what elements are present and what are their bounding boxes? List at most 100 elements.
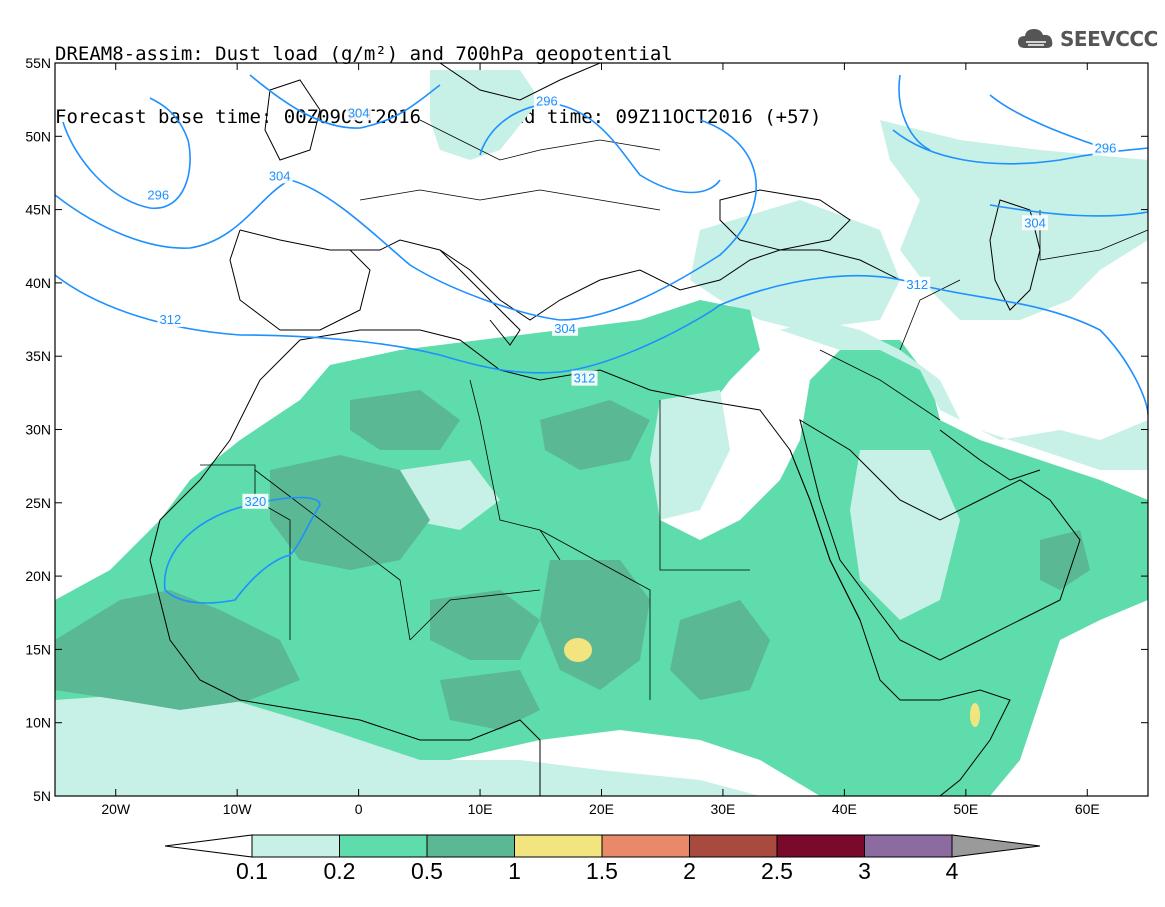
lat-tick-label: 25N: [25, 495, 51, 511]
border-mideast-2: [899, 279, 961, 351]
contour-label-bg: [552, 320, 579, 336]
contour-label: 304: [269, 168, 291, 183]
logo-text: SEEVCCC: [1060, 27, 1158, 51]
lon-tick-label: 20W: [101, 801, 131, 817]
dust-region-dark-6: [430, 590, 540, 660]
lon-tick-label: 60E: [1075, 801, 1100, 817]
lon-tick-label: 0: [355, 801, 363, 817]
dust-region-dark-8: [440, 670, 540, 730]
contour-label-bg: [266, 168, 293, 184]
contour-296-east-north: [989, 94, 1111, 151]
coastline-africa-north: [149, 329, 1011, 796]
lon-tick-label: 50E: [953, 801, 978, 817]
contour-label-bg: [1092, 140, 1119, 156]
dust-region-light-med: [690, 200, 900, 330]
coastline-africa-west: [149, 559, 541, 796]
contour-label-bg: [145, 187, 172, 203]
axis-ticks: 55N 50N 45N 40N 35N 30N 25N 20N 15N 10N 5N 20W 10W 0 1…: [25, 55, 1148, 817]
contour-304-east: [989, 204, 1148, 217]
colorbar-label: 0.2: [324, 858, 356, 884]
lat-tick-label: 30N: [25, 422, 51, 438]
coastline-red-sea: [789, 449, 861, 621]
contour-label: 304: [554, 321, 576, 336]
dust-region-light-patch-3: [850, 450, 960, 620]
dust-region-light-patch-2: [650, 390, 730, 520]
geopotential-contours: [55, 74, 1148, 604]
colorbar-segment: [514, 834, 603, 858]
border-mideast-1: [819, 349, 941, 421]
dust-region-light-east: [780, 320, 1148, 470]
dust-region-dark-9: [1040, 530, 1090, 590]
coastline-britain: [264, 79, 321, 161]
contour-label-bg: [571, 370, 598, 386]
colorbar-segment: [426, 834, 515, 858]
lon-tick-label: 20E: [589, 801, 614, 817]
colorbar-label: 2: [683, 858, 696, 884]
contour-label: 296: [1095, 140, 1117, 155]
dust-region-dark-4: [540, 400, 650, 470]
dust-spot-yellow-2: [970, 703, 980, 727]
contour-304-west: [55, 119, 757, 321]
contour-296-north: [479, 103, 721, 194]
contour-label: 312: [574, 371, 596, 386]
contour-label-bg: [242, 493, 269, 509]
dust-region-dark-2: [270, 455, 430, 570]
dust-field: [55, 70, 1148, 796]
contour-label-bg: [904, 276, 931, 292]
border-sahara-3: [469, 379, 561, 561]
lat-tick-label: 55N: [25, 55, 51, 71]
contour-label: 312: [906, 277, 928, 292]
contour-label-bg: [1022, 215, 1049, 231]
contour-296-west: [62, 97, 191, 209]
lon-tick-label: 10E: [468, 801, 493, 817]
cloud-icon: [1018, 29, 1053, 48]
dust-region-dark-7: [670, 600, 770, 700]
contour-304-east-upper: [898, 74, 931, 151]
colorbar-segment: [601, 834, 690, 858]
border-sahara-2: [254, 469, 411, 641]
coastline-black-sea: [719, 189, 851, 251]
colorbar-lower-triangle: [164, 834, 253, 858]
country-borders: [200, 119, 1148, 700]
coastlines: [149, 63, 1081, 796]
colorbar-upper-triangle: [951, 834, 1041, 858]
title-line-1: DREAM8-assim: Dust load (g/m²) and 700hP…: [55, 43, 673, 65]
contour-label: 320: [245, 494, 267, 509]
contour-label: 296: [147, 187, 169, 202]
coastline-arabia: [799, 418, 1081, 661]
dust-region-light-south: [55, 690, 760, 796]
contour-label: 312: [160, 312, 182, 327]
colorbar-segment: [776, 834, 865, 858]
colorbar-label: 4: [946, 858, 959, 884]
dust-spot-yellow-1: [564, 638, 592, 662]
contour-label-bg: [157, 312, 184, 328]
coastline-italy: [439, 249, 521, 346]
contour-312-west: [55, 274, 1148, 416]
contour-296-east: [892, 129, 1148, 165]
contour-label-group: 296 304 312 304 296 304 312 320 312 296 304: [145, 93, 1119, 509]
lon-tick-label: 10W: [223, 801, 253, 817]
dust-region-light-north: [430, 70, 540, 160]
colorbar-segment: [339, 834, 428, 858]
border-sahara-6: [409, 589, 541, 641]
colorbar-label: 3: [858, 858, 871, 884]
colorbar: 0.1 0.2 0.5 1 1.5 2 2.5 3 4: [164, 834, 1041, 884]
coastline-iberia: [229, 229, 371, 331]
border-central-asia: [1039, 210, 1148, 261]
lat-tick-label: 10N: [25, 715, 51, 731]
contour-304-north: [249, 74, 441, 129]
colorbar-label: 1: [508, 858, 521, 884]
colorbar-segment: [689, 834, 778, 858]
border-europe-1: [359, 189, 661, 211]
contour-label: 304: [348, 105, 370, 120]
contour-label-bg: [533, 93, 560, 109]
dust-region-medium-sahara: [55, 300, 1148, 796]
contour-320: [163, 496, 321, 604]
lon-tick-label: 30E: [710, 801, 735, 817]
valid-time: valid time: 09Z11OCT2016 (+57): [478, 106, 822, 128]
seevccc-logo: SEEVCCC: [1016, 26, 1158, 52]
contour-label-bg: [345, 105, 372, 121]
lat-tick-label: 45N: [25, 202, 51, 218]
lon-tick-label: 40E: [832, 801, 857, 817]
